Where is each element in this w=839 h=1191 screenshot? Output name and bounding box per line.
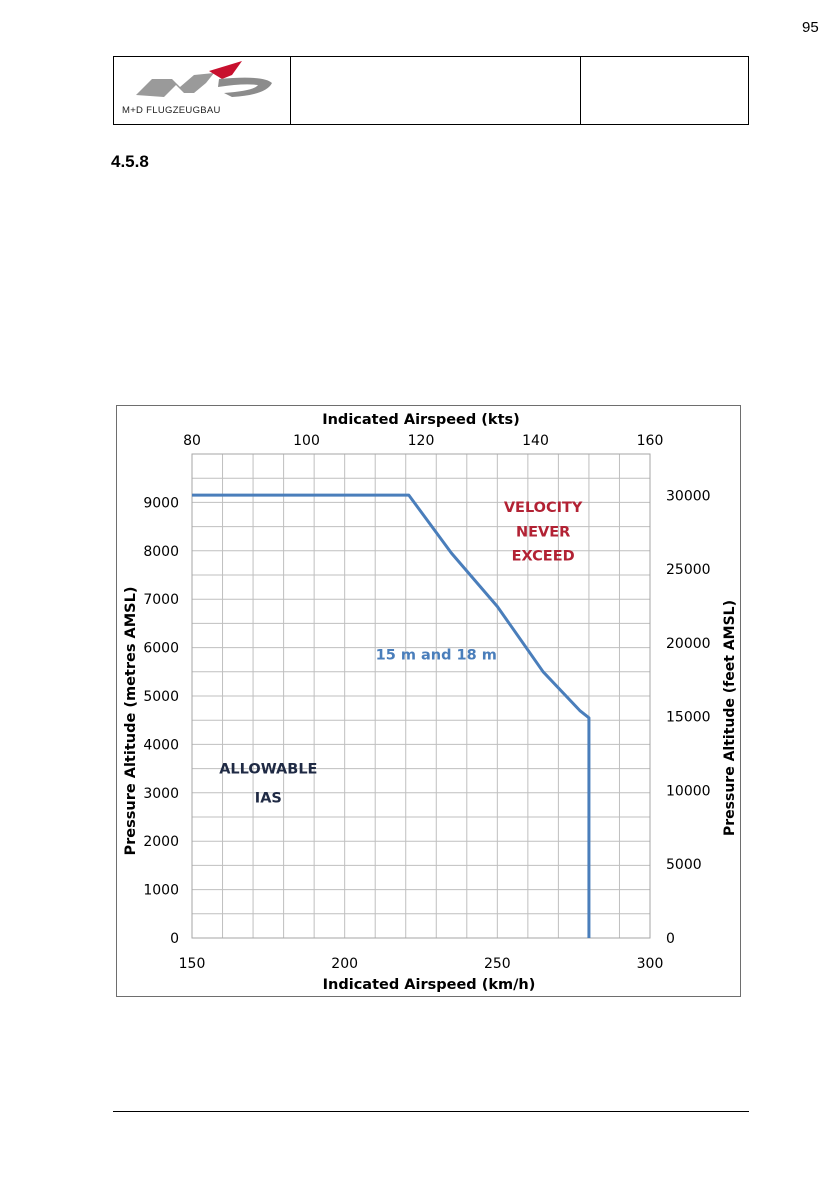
x-tick-label: 300 [637,956,664,972]
y-tick-label: 9000 [143,495,179,511]
right-axis-title: Pressure Altitude (feet AMSL) [722,600,738,836]
y2-tick-label: 30000 [666,488,711,504]
section-number: 4.5.8 [111,152,149,171]
x2-tick-label: 140 [522,433,549,449]
header-logo-cell: M+D FLUGZEUGBAU [114,57,291,124]
vne-chart: 150 200 250 300 80 100 120 140 160 0 1000 2000 3000 4… [116,405,741,997]
y2-tick-label: 15000 [666,710,711,726]
chart-series [192,493,591,938]
chart-annotation: IAS [255,790,282,806]
x2-tick-label: 160 [637,433,664,449]
footer-rule [113,1111,749,1112]
y2-tick-label: 0 [666,931,675,947]
chart-labels: Indicated Airspeed (kts) Indicated Airsp… [123,412,738,993]
series-line [192,493,591,938]
x-tick-label: 250 [484,956,511,972]
y-tick-label: 2000 [143,834,179,850]
y-tick-label: 7000 [143,592,179,608]
x2-tick-label: 80 [183,433,201,449]
y-tick-label: 4000 [143,737,179,753]
top-axis-title: Indicated Airspeed (kts) [322,412,520,428]
logo-text: M+D FLUGZEUGBAU [122,105,221,116]
y2-tick-label: 20000 [666,636,711,652]
chart-annotations: VELOCITY NEVER EXCEED 15 m and 18 m ALLOWABL… [219,500,583,806]
header-middle-cell [291,57,581,124]
bottom-axis-title: Indicated Airspeed (km/h) [323,977,536,993]
chart-annotation: NEVER [516,524,570,540]
company-logo [136,61,272,97]
y-tick-label: 5000 [143,689,179,705]
y2-tick-label: 5000 [666,857,702,873]
header-table: M+D FLUGZEUGBAU [113,56,749,125]
x-tick-label: 200 [331,956,358,972]
y-tick-label: 8000 [143,544,179,560]
y2-tick-label: 25000 [666,562,711,578]
page-number: 95 [802,19,819,36]
y2-tick-label: 10000 [666,783,711,799]
chart-annotation: VELOCITY [504,500,583,516]
y-tick-label: 0 [170,931,179,947]
chart-annotation: 15 m and 18 m [376,648,497,664]
x-tick-label: 150 [179,956,206,972]
y-tick-label: 3000 [143,786,179,802]
left-axis-title: Pressure Altitude (metres AMSL) [123,587,139,856]
chart-annotation: EXCEED [512,548,575,564]
x2-tick-label: 120 [408,433,435,449]
vne-chart-svg: 150 200 250 300 80 100 120 140 160 0 1000 2000 3000 4… [123,412,738,993]
chart-grid [191,453,651,939]
y-tick-label: 6000 [143,641,179,657]
x2-tick-label: 100 [293,433,320,449]
y-tick-label: 1000 [143,883,179,899]
chart-annotation: ALLOWABLE [219,761,317,777]
plot-area-border [191,453,651,939]
chart-ticks: 150 200 250 300 80 100 120 140 160 0 1000 2000 3000 4… [143,433,710,972]
